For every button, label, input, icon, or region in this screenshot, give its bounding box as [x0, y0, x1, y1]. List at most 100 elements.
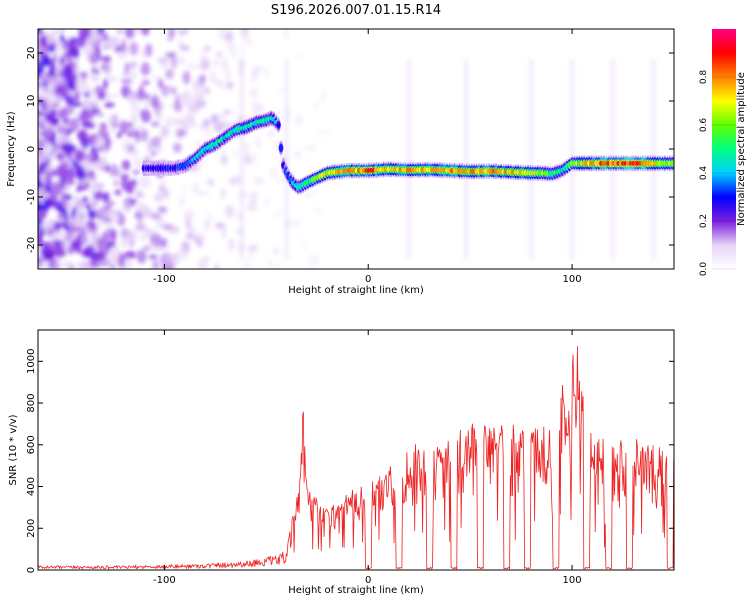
spectrogram-noise-cell: [98, 91, 106, 100]
spectrogram-noise-cell: [160, 237, 168, 248]
spectrogram-noise-cell: [130, 230, 138, 243]
spectrogram-noise-cell: [213, 58, 219, 68]
spectrogram-noise-cell: [50, 170, 58, 176]
spectrogram-noise-cell: [148, 254, 158, 260]
spectrogram-noise-cell: [56, 126, 68, 133]
spectrogram-streak: [240, 59, 244, 259]
spectrogram-noise-cell: [38, 127, 45, 133]
spectrogram-noise-cell: [171, 56, 177, 69]
spectrogram-noise-cell: [49, 45, 56, 53]
spectrogram-noise-cell: [227, 238, 235, 251]
snr-frame: [37, 329, 675, 571]
spectrogram-noise-cell: [165, 117, 174, 128]
spectrogram-noise-cell: [43, 132, 52, 142]
spectrogram-noise-cell: [38, 104, 42, 112]
spectrogram-noise-cell: [77, 35, 86, 48]
spectrogram-noise-cell: [55, 165, 68, 177]
spectrogram-noise-cell: [110, 229, 117, 241]
spectrogram-noise-cell: [63, 55, 72, 61]
colorbar-tick-label: 0.2: [699, 214, 709, 228]
spectrogram-noise-cell: [232, 151, 238, 157]
spectrogram-noise-cell: [307, 254, 320, 267]
spectrogram-noise-cell: [275, 177, 284, 184]
spectrogram-noise-cell: [241, 29, 250, 42]
snr-ylabel: SNR (10 * v/v): [8, 414, 19, 485]
spectrogram-noise-cell: [141, 79, 150, 86]
spectrogram-noise-cell: [81, 234, 89, 245]
spectrogram-noise-cell: [203, 45, 212, 52]
spectrogram-noise-cell: [303, 191, 311, 199]
spectrogram-noise-cell: [76, 261, 82, 269]
spectrogram-noise-cell: [207, 178, 214, 186]
spectrogram-noise-cell: [224, 205, 235, 218]
spectrogram-noise-cell: [93, 98, 98, 110]
spectrogram-noise-cell: [251, 100, 262, 115]
spectrogram-noise-cell: [66, 151, 74, 161]
spectrogram-noise-cell: [212, 122, 222, 132]
spectrogram-noise-cell: [122, 258, 133, 269]
spectrogram-noise-cell: [89, 52, 100, 64]
spectrogram-noise-cell: [58, 108, 69, 120]
spectrogram-noise-cell: [275, 209, 281, 217]
spectrogram-noise-cell: [210, 114, 219, 124]
spectrogram-noise-cell: [38, 70, 42, 80]
spectrogram-noise-cell: [165, 242, 170, 250]
spectrogram-noise-cell: [120, 173, 130, 180]
spectrogram-noise-cell: [196, 236, 203, 248]
spectrogram-noise-cell: [68, 263, 74, 269]
spectrogram-noise-cell: [117, 52, 123, 61]
spectrogram-noise-cell: [175, 128, 185, 139]
spectrogram-noise-cell: [167, 29, 176, 36]
spectrogram-noise-cell: [150, 75, 161, 81]
spectrogram-noise-cell: [67, 204, 73, 211]
spectrogram-noise-cell: [104, 101, 115, 108]
spectrogram-noise-cell: [172, 142, 182, 153]
spectrogram-noise-cell: [177, 55, 186, 66]
spectrogram-noise-cell: [91, 70, 101, 74]
spectrogram-streak: [407, 59, 411, 259]
x-tick-label: 100: [563, 274, 582, 285]
y-tick-label: 20: [26, 47, 37, 60]
spectrogram-noise-cell: [81, 261, 89, 269]
spectrogram-noise-cell: [167, 263, 174, 269]
spectrogram-noise-cell: [116, 131, 123, 139]
spectrogram-noise-cell: [82, 108, 89, 114]
spectrogram-noise-cell: [59, 198, 70, 203]
spectrogram-noise-cell: [72, 94, 80, 105]
spectrogram-noise-cell: [51, 29, 60, 36]
spectrogram-noise-cell: [140, 208, 149, 215]
spectrogram-noise-cell: [315, 206, 323, 215]
spectrogram-noise-cell: [121, 139, 131, 153]
spectrogram-noise-cell: [86, 36, 97, 48]
spectrogram-noise-cell: [245, 40, 254, 47]
spectrogram-noise-cell: [195, 233, 206, 240]
spectrogram-noise-cell: [66, 218, 76, 227]
spectrogram-noise-cell: [246, 157, 251, 166]
spectrogram-noise-cell: [60, 29, 65, 33]
spectrogram-noise-cell: [132, 99, 140, 111]
spectrogram-noise-cell: [67, 232, 75, 238]
spectrogram-noise-cell: [51, 130, 56, 144]
spectrogram-noise-cell: [161, 179, 168, 186]
spectrogram-noise-cell: [130, 198, 138, 205]
spectrogram-noise-cell: [132, 170, 141, 175]
spectrogram-noise-cell: [89, 175, 94, 181]
spectrogram-noise-cell: [225, 30, 234, 41]
spectrogram-noise-cell: [102, 43, 112, 50]
spectrogram-streak: [285, 59, 289, 259]
spectrogram-noise-cell: [91, 234, 103, 239]
spectrogram-noise-cell: [153, 226, 157, 236]
spectrogram-noise-cell: [92, 64, 101, 69]
spectrogram-noise-cell: [84, 245, 95, 259]
x-tick-label: 0: [365, 575, 371, 586]
colorbar-tick-label: 0.8: [699, 70, 709, 85]
spectrogram-noise-cell: [68, 118, 80, 131]
spectrogram-noise-cell: [107, 115, 118, 125]
spectrogram-noise-cell: [127, 122, 134, 127]
y-tick-label: 10: [26, 95, 37, 108]
spectrogram-noise-cell: [74, 63, 79, 78]
spectrogram-noise-cell: [145, 43, 153, 58]
spectrogram-noise-cell: [247, 246, 257, 253]
spectrogram-noise-cell: [140, 129, 149, 142]
